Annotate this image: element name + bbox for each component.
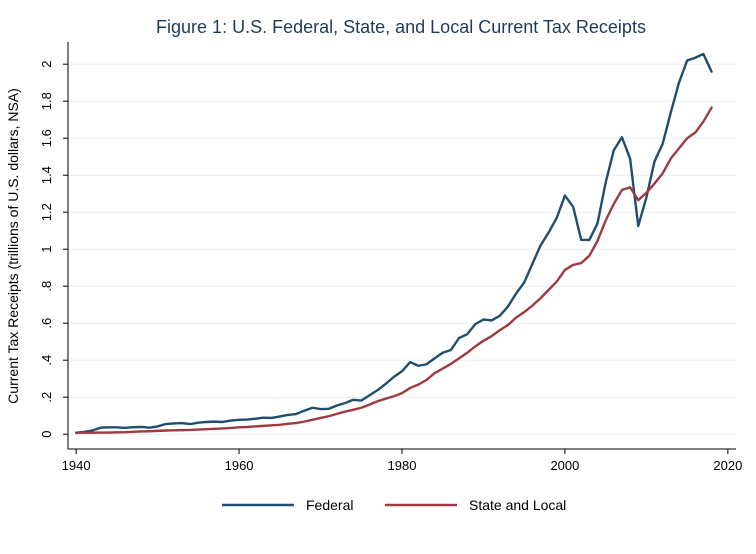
axes: 0 .2 .4 .6 .8 1 1.2 1.4 1.6 1.8 2 1940 1960 1980 2000 2… xyxy=(39,42,742,473)
legend: Federal State and Local xyxy=(222,497,566,513)
x-tick-label: 1940 xyxy=(62,458,91,473)
y-tick-label: 1.4 xyxy=(39,166,54,184)
chart-title: Figure 1: U.S. Federal, State, and Local… xyxy=(156,17,646,37)
y-tick-label: .6 xyxy=(39,318,54,329)
grid-lines xyxy=(68,63,736,435)
series-line-state-and-local xyxy=(74,106,713,434)
x-tick-label: 1960 xyxy=(225,458,254,473)
y-tick-label: .2 xyxy=(39,392,54,403)
legend-label-federal: Federal xyxy=(306,497,353,513)
y-tick-label: 1 xyxy=(39,246,54,253)
y-tick-label: .4 xyxy=(39,355,54,366)
legend-label-state-and-local: State and Local xyxy=(469,497,566,513)
y-tick-label: 1.8 xyxy=(39,92,54,110)
x-tick-label: 2020 xyxy=(713,458,742,473)
y-tick-label: 1.6 xyxy=(39,129,54,147)
y-tick-label: 1.2 xyxy=(39,203,54,221)
y-tick-label: 0 xyxy=(39,431,54,438)
x-tick-label: 1980 xyxy=(388,458,417,473)
y-tick-label: .8 xyxy=(39,281,54,292)
series-line-federal xyxy=(74,52,713,434)
series-lines xyxy=(74,52,713,434)
y-tick-label: 2 xyxy=(39,61,54,68)
x-tick-label: 2000 xyxy=(550,458,579,473)
y-axis-label: Current Tax Receipts (trillions of U.S. … xyxy=(5,88,21,404)
